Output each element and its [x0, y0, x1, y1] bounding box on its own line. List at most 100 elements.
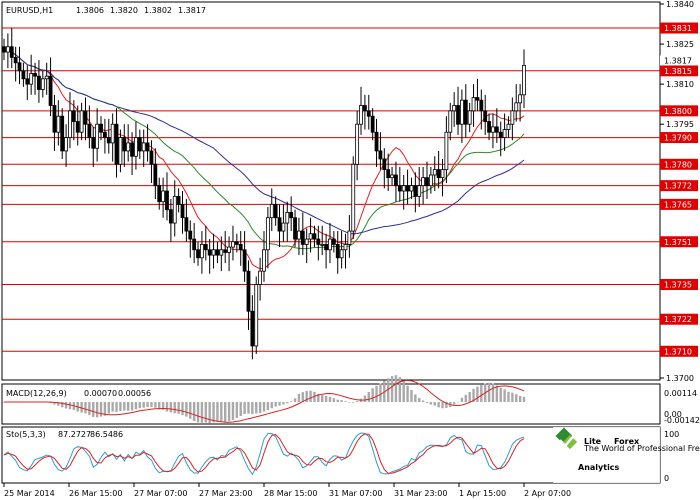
candle-body	[514, 102, 519, 112]
macd-histogram-bar	[515, 394, 518, 403]
candle-body	[265, 217, 270, 251]
candle-body	[262, 249, 266, 272]
time-tick-label: 27 Mar 07:00	[134, 489, 187, 498]
macd-histogram-bar	[468, 391, 471, 403]
price-tick-label: 1.3825	[666, 40, 694, 49]
macd-histogram-bar	[379, 383, 382, 403]
macd-histogram-bar	[150, 402, 153, 407]
macd-histogram-bar	[53, 402, 56, 405]
macd-histogram-bar	[410, 390, 413, 403]
candle-body	[258, 270, 263, 285]
candle-body	[234, 241, 239, 245]
candle-body	[506, 123, 511, 130]
level-label-box	[660, 22, 698, 34]
macd-histogram-bar	[383, 380, 386, 403]
candle-body	[312, 233, 317, 240]
macd-histogram-bar	[390, 376, 394, 403]
macd-histogram-bar	[286, 402, 289, 404]
candle-body	[448, 110, 453, 133]
macd-histogram-bar	[406, 385, 409, 403]
candle-body	[79, 110, 84, 133]
macd-histogram-bar	[313, 391, 316, 403]
candle-body	[149, 150, 154, 165]
candle-body	[382, 158, 387, 171]
macd-histogram-bar	[375, 385, 378, 403]
level-label: 1.3735	[664, 281, 692, 290]
macd-indicator	[2, 375, 526, 424]
macd-histogram-bar	[192, 402, 196, 422]
candle-body	[386, 169, 391, 179]
candle-body	[432, 169, 437, 176]
macd-main-value: 0.00070	[84, 389, 117, 398]
candle-body	[141, 142, 146, 152]
candle-body	[440, 169, 445, 179]
logo-mark-icon	[555, 427, 578, 450]
candle-body	[21, 70, 26, 80]
candle-body	[2, 46, 6, 53]
candle-body	[421, 177, 426, 187]
macd-histogram-bar	[441, 402, 444, 409]
candle-body	[184, 217, 189, 232]
stochastic-signal-line	[3, 433, 525, 474]
macd-signal-value: 0.00056	[118, 389, 151, 398]
logo-brand-lite: Lite	[584, 437, 602, 446]
macd-histogram-bar	[251, 402, 254, 415]
stochastic-main-value: 87.2727	[58, 430, 91, 439]
level-label: 1.3831	[664, 24, 692, 33]
close-value: 1.3817	[178, 6, 206, 15]
macd-histogram-bar	[235, 402, 239, 418]
macd-histogram-bar	[134, 402, 138, 410]
candle-body	[475, 97, 480, 101]
candle-body	[456, 105, 460, 125]
candle-body	[522, 65, 526, 96]
macd-histogram-bar	[344, 401, 347, 403]
macd-histogram-bar	[480, 384, 483, 403]
candle-body	[219, 249, 224, 256]
macd-histogram-bar	[386, 378, 390, 403]
candle-body	[409, 185, 414, 192]
candle-body	[110, 123, 115, 144]
candlestick-series	[2, 28, 526, 360]
macd-histogram-bar	[317, 393, 320, 403]
macd-histogram-bar	[499, 387, 502, 403]
candle-body	[467, 110, 472, 125]
candle-body	[196, 249, 200, 259]
candle-body	[242, 249, 247, 272]
candle-body	[227, 246, 231, 253]
macd-signal-line	[4, 379, 525, 423]
level-label-box	[660, 345, 698, 357]
candle-body	[122, 137, 127, 152]
candle-body	[498, 131, 503, 138]
candle-body	[502, 129, 507, 138]
candle-body	[297, 230, 301, 240]
price-tick-label: 1.3840	[666, 0, 694, 9]
macd-histogram-bar	[216, 402, 219, 422]
candle-body	[343, 244, 348, 251]
macd-histogram-bar	[355, 401, 359, 403]
level-label-box	[660, 180, 698, 192]
candle-body	[33, 73, 37, 77]
candle-body	[157, 185, 162, 203]
macd-histogram-bar	[460, 397, 464, 403]
macd-histogram-bar	[80, 402, 83, 413]
macd-histogram-bar	[99, 402, 103, 417]
macd-histogram-bar	[282, 402, 285, 405]
candle-body	[250, 310, 255, 347]
macd-histogram-bar	[371, 388, 374, 403]
macd-histogram-bar	[258, 402, 262, 414]
macd-histogram-bar	[142, 402, 145, 408]
macd-histogram-bar	[189, 402, 192, 419]
candle-body	[374, 131, 379, 152]
candle-body	[126, 142, 131, 152]
candle-body	[200, 244, 204, 259]
candle-body	[75, 121, 80, 133]
candle-body	[444, 131, 449, 171]
candle-body	[510, 110, 515, 125]
macd-histogram-bar	[301, 392, 305, 403]
macd-histogram-bar	[196, 402, 200, 423]
macd-histogram-bar	[511, 392, 514, 403]
macd-histogram-bar	[278, 402, 281, 406]
macd-histogram-bar	[495, 385, 499, 403]
macd-histogram-bar	[418, 397, 421, 403]
macd-label: MACD(12,26,9)	[6, 389, 67, 398]
